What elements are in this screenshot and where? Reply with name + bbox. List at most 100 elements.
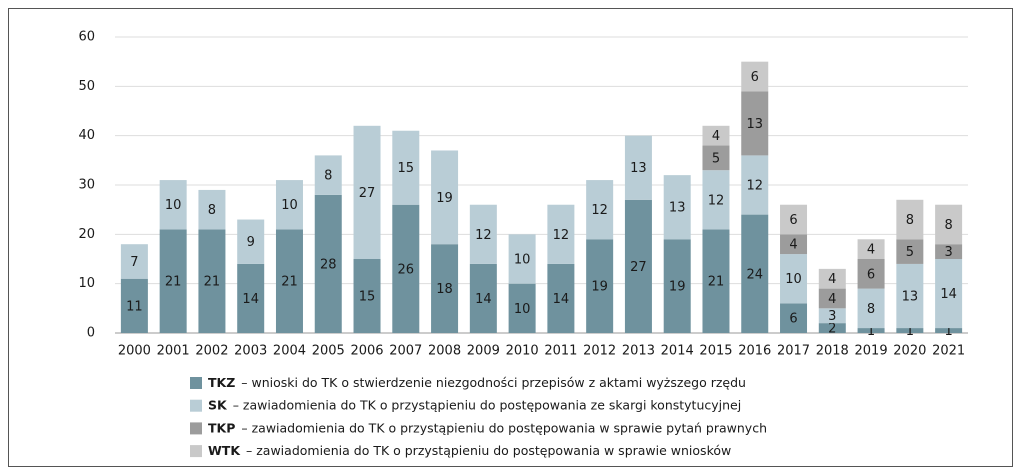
data-label: 4 (712, 129, 720, 144)
bar-segment (896, 328, 924, 333)
bar-segment (624, 135, 652, 200)
data-label: 14 (475, 292, 492, 307)
data-label: 18 (436, 282, 453, 297)
bar-segment (857, 328, 885, 333)
bar-segment (120, 278, 148, 333)
data-label: 12 (553, 228, 570, 243)
data-label: 12 (746, 179, 763, 194)
x-tick-label: 2008 (428, 344, 461, 359)
legend-swatch (190, 399, 202, 412)
x-tick-label: 2001 (157, 344, 190, 359)
data-label: 13 (902, 290, 919, 305)
data-label: 27 (359, 186, 376, 201)
x-tick-label: 2021 (932, 344, 965, 359)
data-label: 1 (944, 324, 952, 339)
data-label: 28 (320, 257, 337, 272)
bar-segment (508, 283, 536, 333)
bar-segment (547, 204, 575, 264)
x-tick-label: 2002 (195, 344, 228, 359)
legend-description: – zawiadomienia do TK o przystąpieniu do… (233, 397, 742, 412)
legend-text: SK – zawiadomienia do TK o przystąpieniu … (208, 397, 741, 412)
bar-segment (314, 194, 342, 333)
data-label: 9 (247, 235, 255, 250)
y-tick-label: 60 (78, 30, 95, 45)
data-label: 4 (828, 272, 836, 287)
bar-segment (353, 259, 381, 333)
bar-segment (702, 145, 730, 171)
x-tick-label: 2000 (118, 344, 151, 359)
data-label: 10 (165, 198, 182, 213)
x-tick-label: 2011 (544, 344, 577, 359)
x-tick-label: 2010 (506, 344, 539, 359)
x-tick-label: 2016 (738, 344, 771, 359)
bar-segment (663, 175, 691, 240)
x-tick-label: 2013 (622, 344, 655, 359)
data-label: 3 (828, 309, 836, 324)
data-label: 6 (867, 267, 875, 282)
bar-segment (741, 214, 769, 333)
bar-segment (663, 239, 691, 333)
data-label: 15 (398, 161, 415, 176)
x-tick-label: 2009 (467, 344, 500, 359)
bar-segment (935, 328, 963, 333)
bar-segment (392, 130, 420, 205)
bar-segment (431, 150, 459, 245)
x-tick-label: 2014 (661, 344, 694, 359)
bar-segment (547, 263, 575, 333)
data-label: 14 (242, 292, 259, 307)
legend-name: TKZ (208, 375, 235, 390)
data-label: 10 (514, 302, 531, 317)
frame (8, 8, 1013, 467)
bar-segment (857, 288, 885, 329)
data-label: 2 (828, 322, 836, 337)
legend-swatch (190, 445, 202, 458)
bar-segment (159, 180, 187, 230)
bar-segment (469, 263, 497, 333)
bar-segment (818, 268, 846, 289)
data-label: 11 (126, 299, 143, 314)
data-label: 12 (708, 193, 725, 208)
data-label: 12 (591, 203, 608, 218)
bar-segment (818, 288, 846, 309)
data-label: 26 (398, 262, 415, 277)
data-label: 21 (204, 275, 221, 290)
bar-segment (780, 234, 808, 255)
bar-segment (237, 263, 265, 333)
bar-segment (120, 244, 148, 279)
data-label: 19 (591, 280, 608, 295)
data-label: 19 (436, 191, 453, 206)
x-tick-label: 2015 (699, 344, 732, 359)
data-label: 4 (828, 292, 836, 307)
legend-description: – wnioski do TK o stwierdzenie niezgodno… (241, 375, 746, 390)
x-tick-label: 2020 (893, 344, 926, 359)
x-tick-label: 2007 (389, 344, 422, 359)
legend-name: TKP (208, 420, 235, 435)
bar-segment (198, 229, 226, 333)
x-tick-label: 2012 (583, 344, 616, 359)
data-label: 5 (712, 151, 720, 166)
y-tick-label: 10 (78, 276, 95, 291)
data-label: 27 (630, 260, 647, 275)
data-label: 13 (630, 161, 647, 176)
x-tick-label: 2019 (855, 344, 888, 359)
legend-description: – zawiadomienia do TK o przystąpieniu do… (241, 420, 767, 435)
data-label: 21 (708, 275, 725, 290)
legend-swatch (190, 377, 202, 389)
legend-description: – zawiadomienia do TK o przystąpieniu do… (246, 443, 731, 458)
bar-segment (935, 259, 963, 329)
bar-segment (896, 239, 924, 264)
bar-segment (586, 239, 614, 333)
data-label: 21 (165, 275, 182, 290)
bar-segment (198, 189, 226, 230)
bar-segment (780, 303, 808, 333)
bar-segment (935, 204, 963, 245)
bar-segment (702, 170, 730, 230)
x-tick-label: 2006 (350, 344, 383, 359)
bar-segment (818, 308, 846, 324)
data-label: 4 (867, 243, 875, 258)
data-label: 13 (746, 117, 763, 132)
data-label: 15 (359, 290, 376, 305)
data-label: 6 (789, 312, 797, 327)
data-label: 8 (208, 203, 216, 218)
bar-segment (818, 323, 846, 333)
